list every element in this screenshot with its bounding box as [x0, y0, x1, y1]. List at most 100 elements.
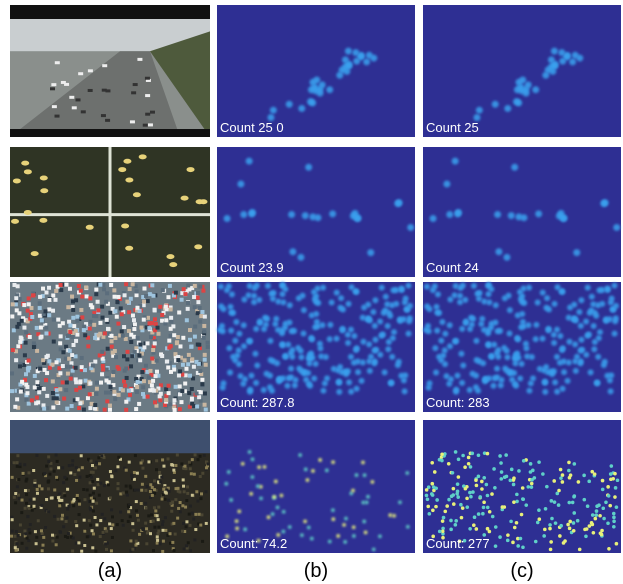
person: [190, 345, 194, 349]
person: [203, 454, 206, 457]
person: [86, 396, 90, 400]
person: [172, 398, 176, 402]
person: [161, 288, 165, 292]
person: [155, 359, 159, 363]
person: [15, 542, 18, 545]
person: [92, 314, 96, 318]
person: [36, 400, 40, 404]
person: [76, 397, 80, 401]
density-blob: [509, 520, 513, 524]
person: [38, 306, 42, 310]
density-blob: [447, 343, 453, 349]
density-blob: [389, 302, 395, 308]
person: [18, 364, 22, 368]
density-blob: [605, 287, 611, 293]
car: [148, 123, 153, 126]
person: [55, 388, 59, 392]
density-blob: [512, 476, 516, 480]
density-blob: [492, 375, 498, 381]
person: [16, 485, 19, 488]
density-blob: [530, 485, 534, 489]
density-blob: [373, 347, 379, 353]
density-blob: [486, 506, 490, 510]
density-blob: [558, 534, 562, 538]
density-blob: [595, 509, 599, 513]
density-blob: [351, 333, 357, 339]
density-blob: [599, 287, 605, 293]
cell: [199, 199, 207, 204]
density-blob: [482, 500, 486, 504]
person: [12, 461, 15, 464]
person: [101, 368, 105, 372]
person: [185, 525, 188, 528]
car: [88, 89, 93, 92]
density-blob: [365, 302, 371, 308]
person: [51, 309, 55, 313]
density-blob: [579, 347, 585, 353]
density-blob: [473, 515, 477, 519]
density-blob: [533, 336, 539, 342]
density-blob: [512, 483, 516, 487]
density-blob: [402, 300, 408, 306]
density-blob: [256, 297, 262, 303]
person: [92, 532, 95, 535]
density-blob: [270, 107, 277, 114]
density-blob: [597, 329, 603, 335]
density-blob: [594, 513, 598, 517]
density-blob: [251, 293, 257, 299]
person: [189, 524, 192, 527]
density-blob: [461, 506, 465, 510]
person: [129, 515, 132, 518]
density-blob: [537, 460, 541, 464]
density-blob: [572, 529, 576, 533]
density-blob: [385, 346, 391, 352]
car: [143, 124, 148, 127]
person: [13, 405, 17, 409]
person: [157, 309, 161, 313]
person: [186, 307, 190, 311]
person: [23, 353, 27, 357]
density-blob: [522, 459, 526, 463]
density-blob: [592, 531, 596, 535]
density-blob: [551, 340, 557, 346]
person: [41, 287, 45, 291]
person: [15, 397, 19, 401]
person: [140, 461, 143, 464]
density-blob: [442, 361, 448, 367]
density-blob: [554, 389, 560, 395]
density-blob: [537, 366, 543, 372]
person: [150, 357, 154, 361]
density-blob: [236, 331, 242, 337]
density-blob: [344, 517, 348, 521]
person: [75, 315, 79, 319]
density-blob: [268, 291, 274, 297]
density-blob: [249, 492, 253, 496]
density-blob: [602, 517, 606, 521]
density-blob: [607, 377, 613, 383]
person: [178, 384, 182, 388]
density-blob: [524, 503, 528, 507]
density-blob: [612, 318, 618, 324]
density-blob: [582, 474, 586, 478]
person: [142, 287, 146, 291]
person: [158, 398, 162, 402]
estimated-density: [217, 5, 415, 137]
person: [70, 353, 74, 357]
density-blob: [457, 475, 461, 479]
person: [100, 350, 104, 354]
person: [132, 318, 136, 322]
density-blob: [308, 86, 315, 93]
person: [10, 371, 14, 375]
density-blob: [543, 305, 549, 311]
person: [120, 329, 124, 333]
density-blob: [526, 388, 532, 394]
person: [129, 364, 133, 368]
density-blob: [306, 360, 312, 366]
person: [105, 291, 109, 295]
density-blob: [228, 328, 234, 334]
density-blob: [501, 345, 507, 351]
person: [104, 378, 108, 382]
person: [203, 358, 207, 362]
person: [94, 392, 98, 396]
density-blob: [329, 210, 336, 217]
